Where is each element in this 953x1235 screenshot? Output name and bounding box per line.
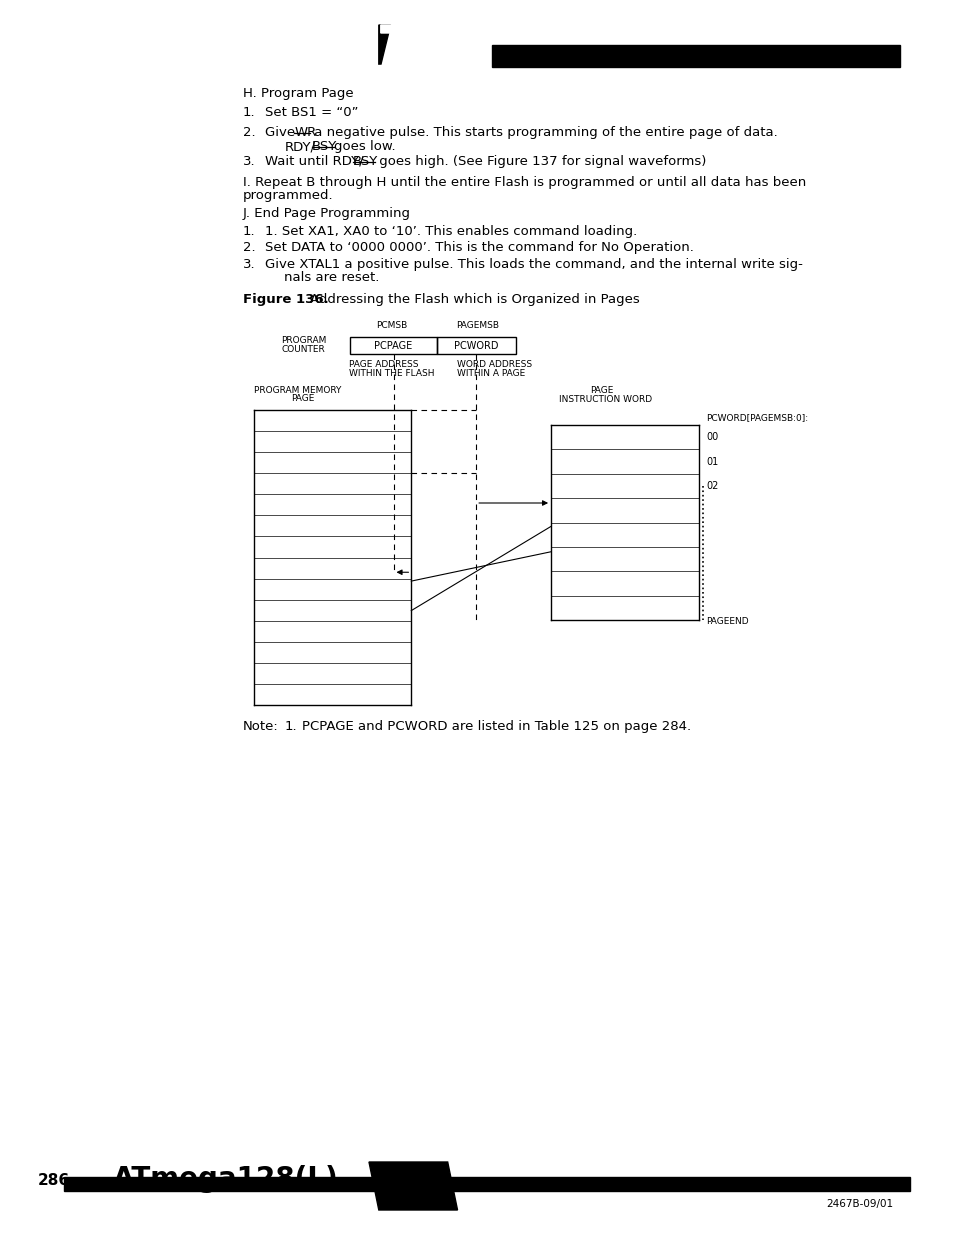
Text: Addressing the Flash which is Organized in Pages: Addressing the Flash which is Organized … [310,293,639,306]
Text: PCPAGE: PCPAGE [375,341,413,351]
Bar [64,1177,909,1191]
Text: RDY/: RDY/ [284,140,315,153]
Text: INSTRUCTION WORD: INSTRUCTION WORD [558,395,651,404]
Text: H. Program Page: H. Program Page [243,86,354,100]
Text: PAGEEND: PAGEEND [706,618,748,626]
Text: BSY: BSY [353,156,378,168]
Text: COUNTER: COUNTER [281,345,325,354]
Text: PCWORD: PCWORD [454,341,498,351]
Text: WITHIN A PAGE: WITHIN A PAGE [456,369,524,378]
Text: PROGRAM MEMORY: PROGRAM MEMORY [253,387,341,395]
Polygon shape [378,25,390,73]
Text: Figure 136.: Figure 136. [243,293,329,306]
Bar [350,337,436,354]
Text: 1.: 1. [243,225,255,238]
Text: PAGE: PAGE [590,387,613,395]
Polygon shape [369,1162,457,1210]
Polygon shape [380,28,387,70]
Text: PCMSB: PCMSB [375,321,407,330]
Text: PAGEMSB: PAGEMSB [456,321,499,330]
Text: PAGE ADDRESS: PAGE ADDRESS [349,359,418,369]
Text: Note:: Note: [243,720,278,734]
Text: Set BS1 = “0”: Set BS1 = “0” [264,106,357,119]
Text: a negative pulse. This starts programming of the entire page of data.: a negative pulse. This starts programmin… [310,126,777,140]
Text: PCPAGE and PCWORD are listed in Table 125 on page 284.: PCPAGE and PCWORD are listed in Table 12… [302,720,691,734]
Text: goes low.: goes low. [334,140,395,153]
Text: nals are reset.: nals are reset. [284,270,379,284]
Text: Give: Give [264,126,298,140]
Text: 00: 00 [706,432,718,442]
Text: goes high. (See Figure 137 for signal waveforms): goes high. (See Figure 137 for signal wa… [375,156,705,168]
Text: ATmega128(L): ATmega128(L) [113,1165,338,1193]
Text: J. End Page Programming: J. End Page Programming [243,207,411,220]
Polygon shape [369,25,390,73]
Text: 286: 286 [37,1173,70,1188]
Text: BSY: BSY [312,140,336,153]
Text: PCWORD[PAGEMSB:0]:: PCWORD[PAGEMSB:0]: [706,412,808,422]
Text: WITHIN THE FLASH: WITHIN THE FLASH [349,369,435,378]
Text: 1.: 1. [243,106,255,119]
Text: WR: WR [294,126,316,140]
Text: 3.: 3. [243,156,255,168]
Polygon shape [380,25,457,33]
Bar [492,44,900,67]
Polygon shape [416,28,422,70]
Text: Wait until RDY/: Wait until RDY/ [264,156,363,168]
Text: 3.: 3. [243,258,255,270]
Text: 2.: 2. [243,126,255,140]
Text: 2467B-09/01: 2467B-09/01 [825,1199,893,1209]
Text: 1.: 1. [284,720,296,734]
Text: Set DATA to ‘0000 0000’. This is the command for No Operation.: Set DATA to ‘0000 0000’. This is the com… [264,241,693,254]
Text: 02: 02 [706,480,719,492]
Text: Give XTAL1 a positive pulse. This loads the command, and the internal write sig-: Give XTAL1 a positive pulse. This loads … [264,258,801,270]
Bar [436,337,515,354]
Text: PROGRAM: PROGRAM [281,336,327,345]
Text: programmed.: programmed. [243,189,334,203]
Text: 01: 01 [706,457,718,467]
Text: WORD ADDRESS: WORD ADDRESS [456,359,531,369]
Polygon shape [428,28,435,70]
Polygon shape [373,65,445,73]
Text: 1. Set XA1, XA0 to ‘10’. This enables command loading.: 1. Set XA1, XA0 to ‘10’. This enables co… [264,225,637,238]
Text: I. Repeat B through H until the entire Flash is programmed or until all data has: I. Repeat B through H until the entire F… [243,177,805,189]
Polygon shape [393,28,399,70]
Polygon shape [404,28,411,70]
Text: 2.: 2. [243,241,255,254]
Text: PAGE: PAGE [291,394,314,403]
Polygon shape [439,28,446,70]
